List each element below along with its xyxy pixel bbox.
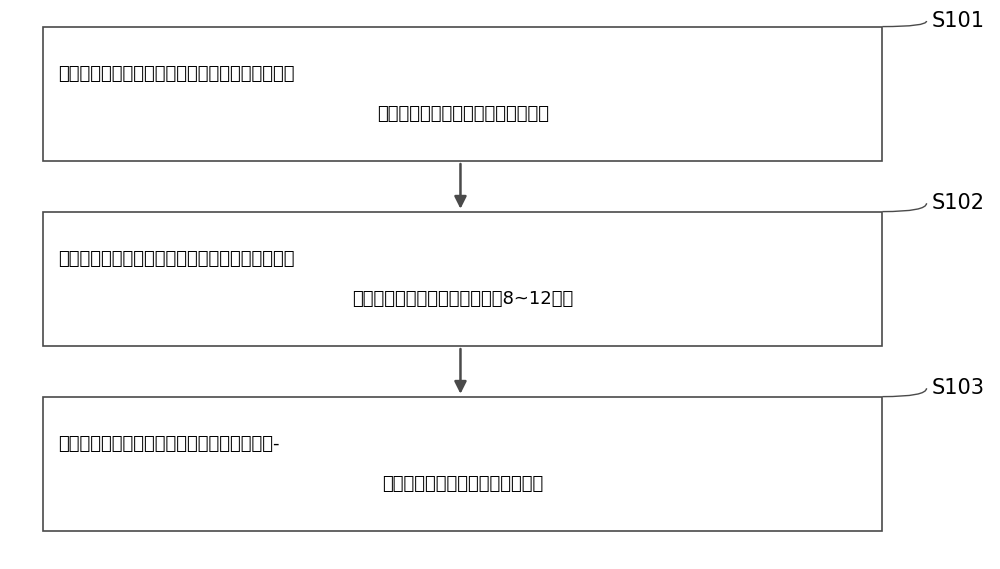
Bar <box>43 397 882 531</box>
Text: 反应完成后，经离心、洗涤、干燥，获得有机-: 反应完成后，经离心、洗涤、干燥，获得有机- <box>58 435 280 453</box>
Text: S102: S102 <box>931 193 984 213</box>
Text: S101: S101 <box>931 11 984 31</box>
Text: 将双模型介孔氧化硅纳米材料与含有有机荧光分子: 将双模型介孔氧化硅纳米材料与含有有机荧光分子 <box>58 250 295 267</box>
Bar <box>43 27 882 161</box>
Text: S103: S103 <box>931 378 984 398</box>
Text: 的二氯甲烷溶液混合，冷凝回流8~12小时: 的二氯甲烷溶液混合，冷凝回流8~12小时 <box>352 290 574 308</box>
Text: 无机杂化荧光介孔氧化硅纳米材料: 无机杂化荧光介孔氧化硅纳米材料 <box>382 475 544 493</box>
Text: 化硅纳米材料作为载体，进行预处理: 化硅纳米材料作为载体，进行预处理 <box>377 105 549 123</box>
Text: 选用具有双孔结构且孔道尺寸可控的双模型介孔氧: 选用具有双孔结构且孔道尺寸可控的双模型介孔氧 <box>58 65 295 83</box>
Bar <box>43 212 882 346</box>
